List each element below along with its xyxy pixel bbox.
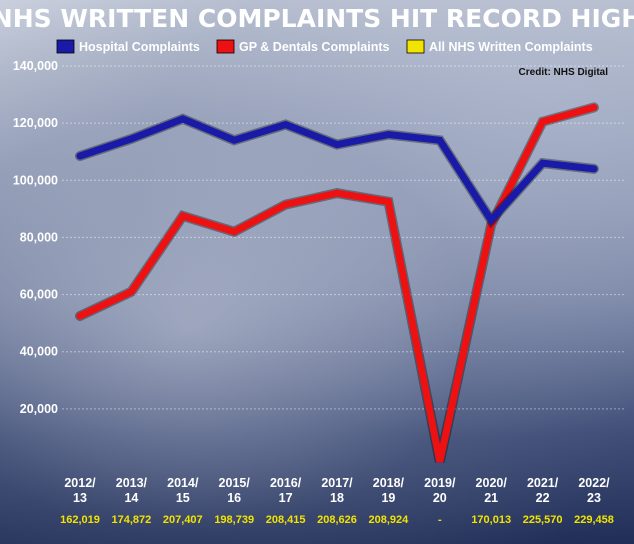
x-tick-label-year: 2015/ [219,476,251,490]
gridlines [62,65,624,410]
x-tick-label-suffix: 14 [124,491,138,505]
x-tick-label-suffix: 22 [536,491,550,505]
hospital-complaints-line [76,115,598,227]
y-tick-label: 20,000 [20,402,58,416]
all-nhs-total-label: 170,013 [471,514,511,526]
legend-label-all-nhs: All NHS Written Complaints [429,40,593,54]
x-tick-label-year: 2021/ [527,476,559,490]
series-lines [75,102,599,463]
all-nhs-total-label: 208,415 [266,514,306,526]
legend-swatch-gp-dental [216,39,235,54]
all-nhs-total-label: 208,626 [317,514,357,526]
x-tick-label-suffix: 19 [381,491,395,505]
y-tick-label: 40,000 [20,345,58,359]
x-tick-label-suffix: 16 [227,491,241,505]
x-tick-label-year: 2013/ [116,476,148,490]
x-tick-label-suffix: 23 [587,491,601,505]
x-tick-label-year: 2022/ [578,476,610,490]
x-tick-label-suffix: 18 [330,491,344,505]
all-nhs-total-label: - [438,514,442,526]
y-tick-label: 100,000 [13,173,58,187]
x-tick-label-year: 2012/ [64,476,96,490]
all-nhs-total-label: 208,924 [369,514,410,526]
all-nhs-total-label: 229,458 [574,514,614,526]
x-tick-label-suffix: 15 [176,491,190,505]
legend-swatch-all-nhs [406,39,425,54]
all-nhs-total-label: 225,570 [523,514,563,526]
x-tick-label-suffix: 20 [433,491,447,505]
x-tick-label-year: 2016/ [270,476,302,490]
y-tick-label: 140,000 [13,59,58,73]
y-axis-ticks: 20,000 40,000 60,000 80,000 100,000 120,000 14… [13,59,58,416]
x-axis-ticks: 2012/13 2013/14 2014/15 2015/16 2016/17 2017/… [64,476,610,505]
all-nhs-totals-row: 162,019 174,872 207,407 198,739 208,415 208,6… [60,514,614,526]
y-tick-label: 60,000 [20,288,58,302]
x-tick-label-year: 2019/ [424,476,456,490]
y-tick-label: 80,000 [20,230,58,244]
all-nhs-total-label: 162,019 [60,514,100,526]
legend-swatch-hospital [56,39,75,54]
all-nhs-total-label: 174,872 [112,514,152,526]
x-tick-label-year: 2014/ [167,476,199,490]
series-line-shadow [75,102,599,463]
chart-title: NHS WRITTEN COMPLAINTS HIT RECORD HIGH [0,4,634,33]
legend-label-hospital: Hospital Complaints [79,40,200,54]
x-tick-label-year: 2020/ [476,476,508,490]
gp-dental-complaints-line [76,103,598,463]
x-tick-label-suffix: 13 [73,491,87,505]
all-nhs-total-label: 207,407 [163,514,203,526]
x-tick-label-suffix: 17 [279,491,293,505]
all-nhs-total-label: 198,739 [214,514,254,526]
x-tick-label-year: 2017/ [321,476,353,490]
x-tick-label-year: 2018/ [373,476,405,490]
legend: Hospital Complaints GP & Dentals Complai… [56,39,593,54]
y-tick-label: 120,000 [13,116,58,130]
legend-label-gp-dental: GP & Dentals Complaints [239,40,390,54]
x-tick-label-suffix: 21 [484,491,498,505]
credit-text: Credit: NHS Digital [519,67,609,78]
